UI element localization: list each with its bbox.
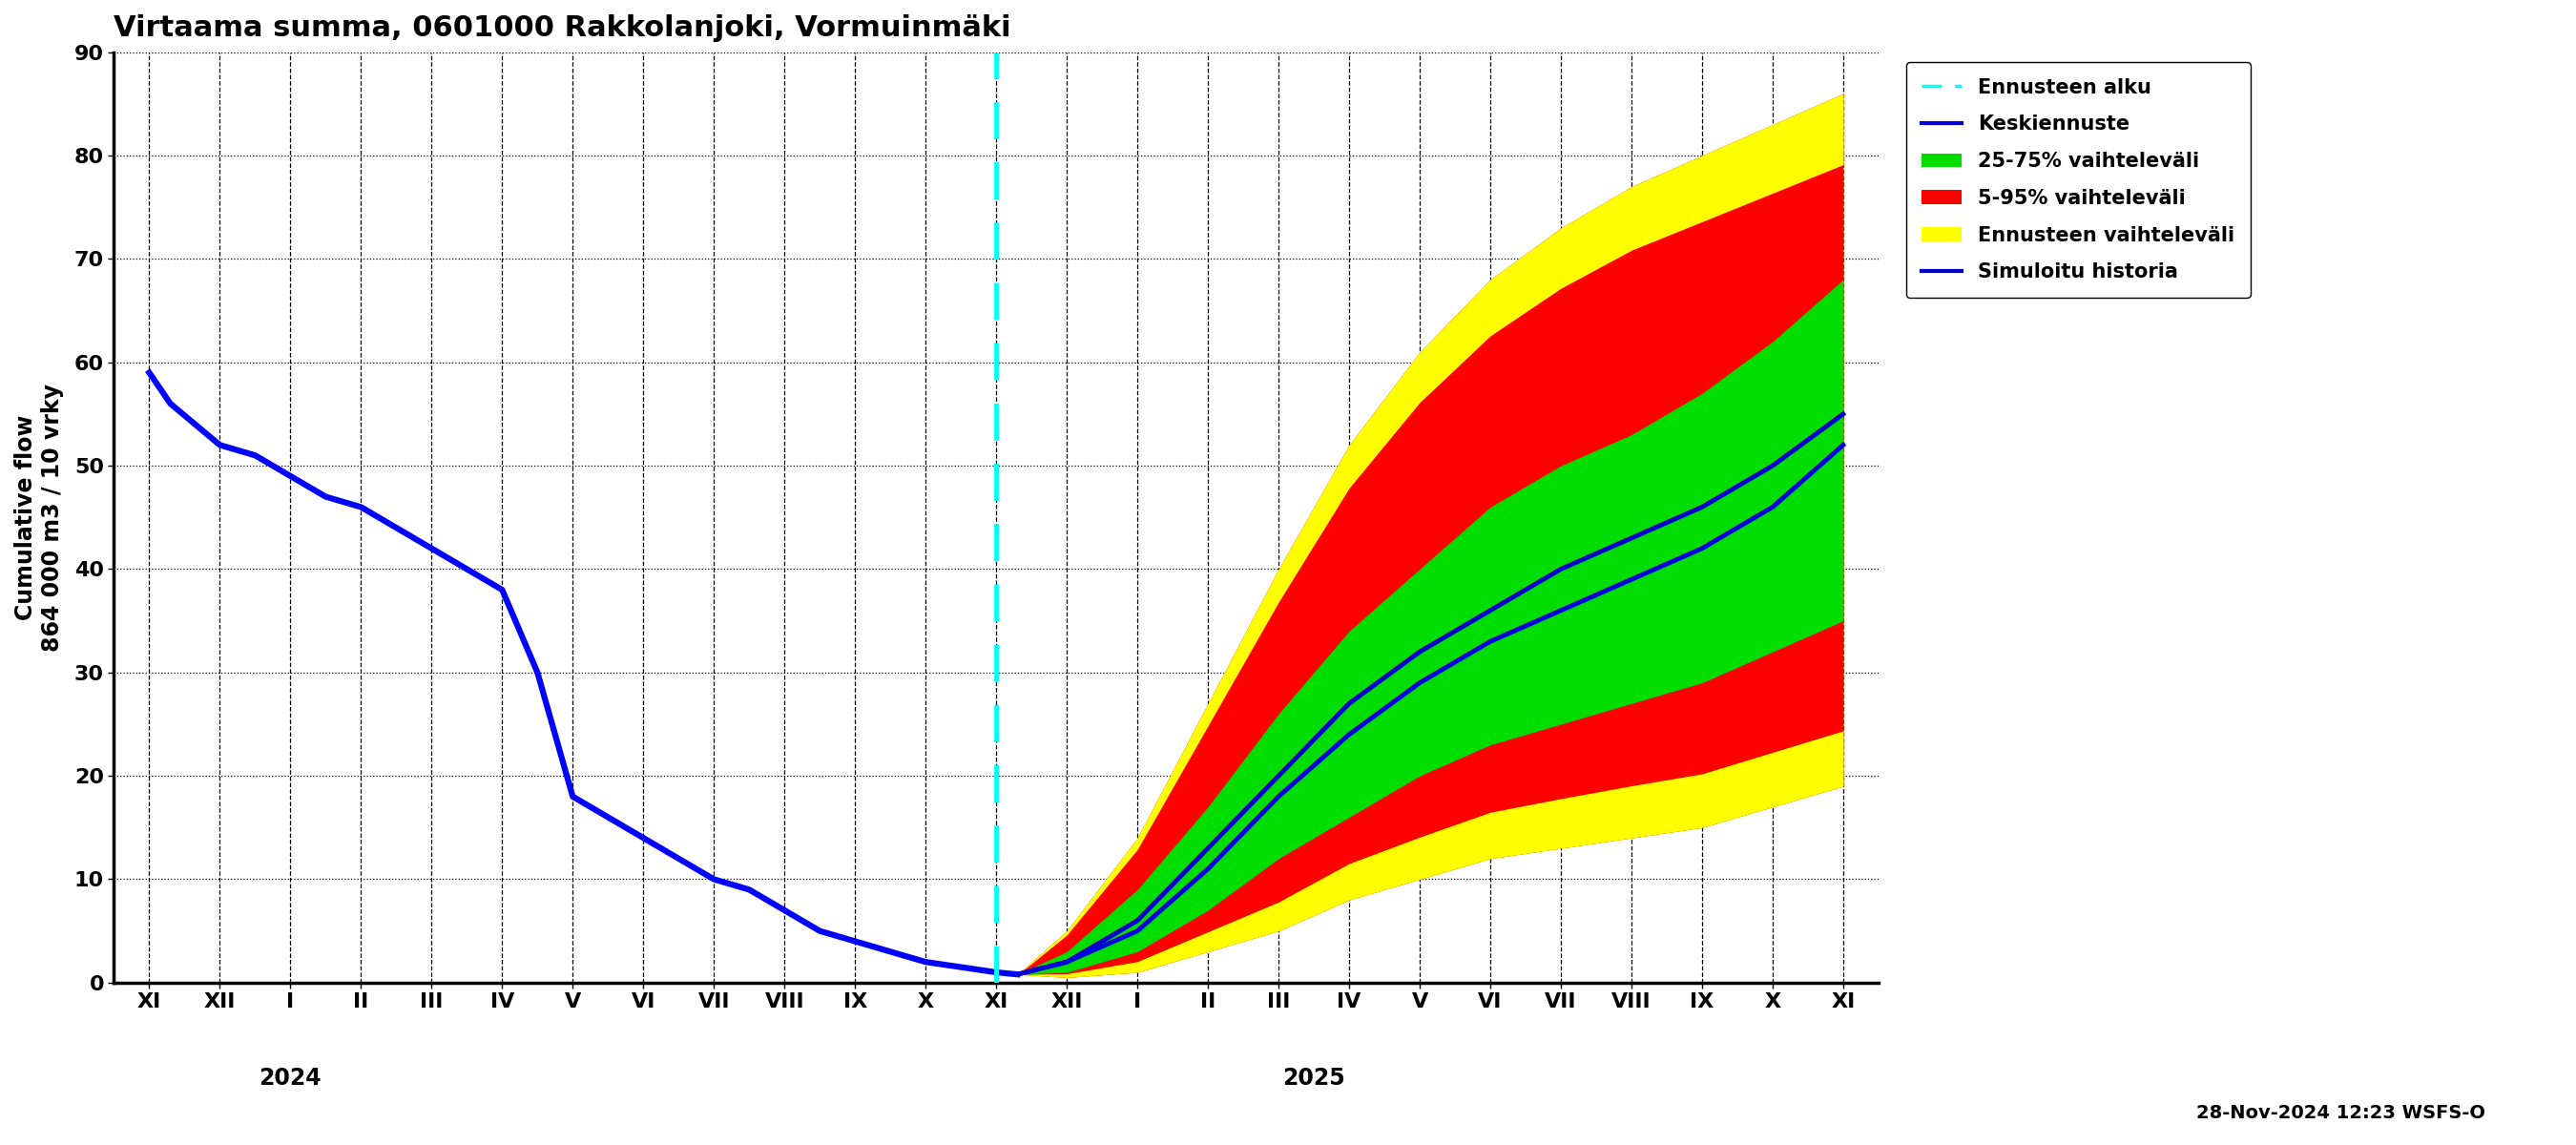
Text: 2024: 2024: [260, 1066, 322, 1089]
Legend: Ennusteen alku, Keskiennuste, 25-75% vaihteleväli, 5-95% vaihteleväli, Ennusteen: Ennusteen alku, Keskiennuste, 25-75% vai…: [1906, 62, 2251, 298]
Text: Virtaama summa, 0601000 Rakkolanjoki, Vormuinmäki: Virtaama summa, 0601000 Rakkolanjoki, Vo…: [113, 14, 1012, 42]
Text: 2025: 2025: [1283, 1066, 1345, 1089]
Text: 28-Nov-2024 12:23 WSFS-O: 28-Nov-2024 12:23 WSFS-O: [2197, 1104, 2486, 1122]
Y-axis label: Cumulative flow
864 000 m3 / 10 vrky: Cumulative flow 864 000 m3 / 10 vrky: [15, 384, 64, 652]
